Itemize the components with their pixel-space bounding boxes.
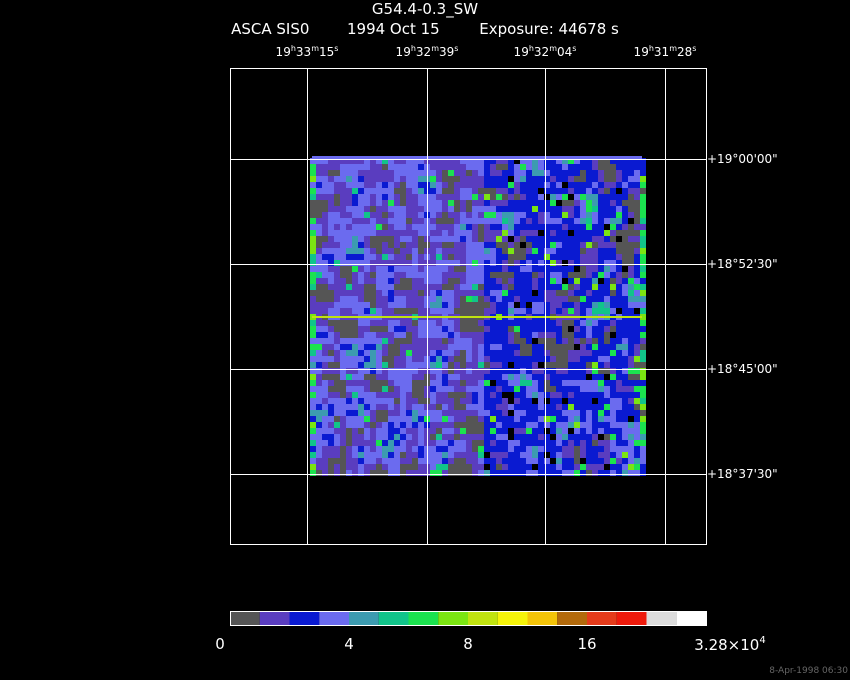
colorbar-segment [527,611,558,625]
heatmap-image [310,156,646,476]
colorbar-label: 4 [344,635,354,653]
colorbar-segment [557,611,587,625]
timestamp: 8-Apr-1998 06:30 [769,666,848,676]
colorbar-segment [230,611,260,625]
colorbar-segment [616,611,647,625]
colorbar-segment [438,611,468,625]
colorbar-label: 3.28×104 [694,635,766,654]
colorbar-segment [259,611,290,625]
dec-tick-label: +18°45'00" [707,362,778,376]
ccd-seam [312,316,642,318]
colorbar-frame [230,611,707,626]
colorbar-segment [349,611,379,625]
colorbar-label: 0 [215,635,225,653]
colorbar-segment [497,611,528,625]
ra-tick-label: 19h33m15s [275,44,339,59]
chart-title: G54.4-0.3_SW [371,0,479,18]
plot-frame [230,68,707,545]
instrument-label: ASCA SIS0 [231,20,310,38]
ra-tick-label: 19h31m28s [633,44,697,59]
colorbar-segment [378,611,409,625]
chart-subtitle: ASCA SIS0 1994 Oct 15 Exposure: 44678 s [0,20,850,38]
colorbar-segment [289,611,320,625]
ra-tick-label: 19h32m39s [395,44,459,59]
colorbar-segment [408,611,439,625]
exposure-label: Exposure: 44678 s [479,20,619,38]
colorbar-segment [587,611,617,625]
colorbar-segment [468,611,498,625]
colorbar-segment [646,611,677,625]
dec-tick-label: +19°00'00" [707,152,778,166]
ra-tick-label: 19h32m04s [513,44,577,59]
colorbar-label: 8 [463,635,473,653]
colorbar-segment [676,611,706,625]
dec-tick-label: +18°37'30" [707,467,778,481]
colorbar-label: 16 [577,635,597,653]
date-label: 1994 Oct 15 [346,20,440,38]
colorbar-segment [319,611,349,625]
dec-tick-label: +18°52'30" [707,257,778,271]
